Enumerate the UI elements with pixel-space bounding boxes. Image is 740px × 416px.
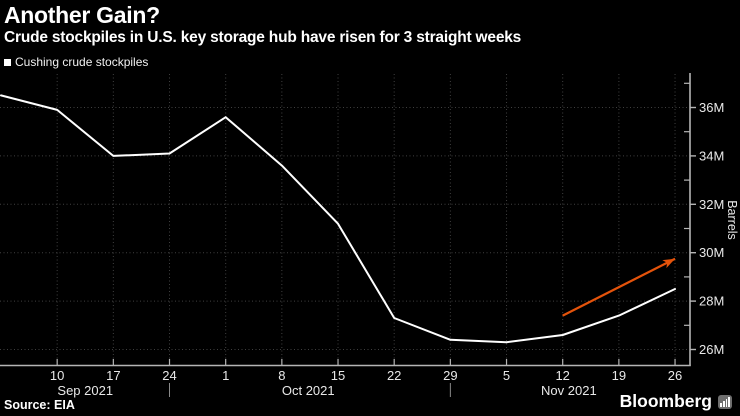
x-tick-label: 5 [503, 368, 510, 383]
y-tick-label: 28M [699, 294, 724, 309]
y-axis-title: Barrels [725, 200, 739, 240]
x-tick-label: 26 [668, 368, 682, 383]
month-label: Nov 2021 [541, 383, 597, 398]
x-tick-label: 12 [555, 368, 569, 383]
bloomberg-wordmark: Bloomberg [619, 391, 712, 411]
y-tick-label: 32M [699, 197, 724, 212]
chart-subtitle: Crude stockpiles in U.S. key storage hub… [4, 29, 522, 46]
x-tick-label: 19 [612, 368, 626, 383]
x-tick-label: 17 [106, 368, 120, 383]
trend-arrow [562, 257, 676, 317]
legend: Cushing crude stockpiles [4, 55, 148, 69]
x-tick-label: 10 [50, 368, 64, 383]
x-tick-label: 29 [443, 368, 457, 383]
chart-title: Another Gain? [4, 2, 160, 28]
x-tick-label: 22 [387, 368, 401, 383]
legend-swatch-icon [4, 58, 11, 66]
source-label: Source: EIA [4, 398, 75, 412]
y-tick-label: 36M [699, 100, 724, 115]
x-tick-label: 1 [222, 368, 229, 383]
x-tick-label: 15 [331, 368, 345, 383]
y-tick-label: 34M [699, 148, 724, 163]
y-tick-label: 30M [699, 245, 724, 260]
x-tick-label: 8 [278, 368, 285, 383]
bloomberg-brand: Bloomberg [620, 391, 732, 412]
y-tick-label: 26M [699, 342, 724, 357]
x-tick-label: 24 [162, 368, 176, 383]
series-line [0, 94, 676, 344]
bloomberg-chart-icon [718, 394, 732, 409]
month-label: Oct 2021 [282, 383, 335, 398]
month-label: Sep 2021 [57, 383, 113, 398]
legend-label: Cushing crude stockpiles [15, 55, 149, 69]
